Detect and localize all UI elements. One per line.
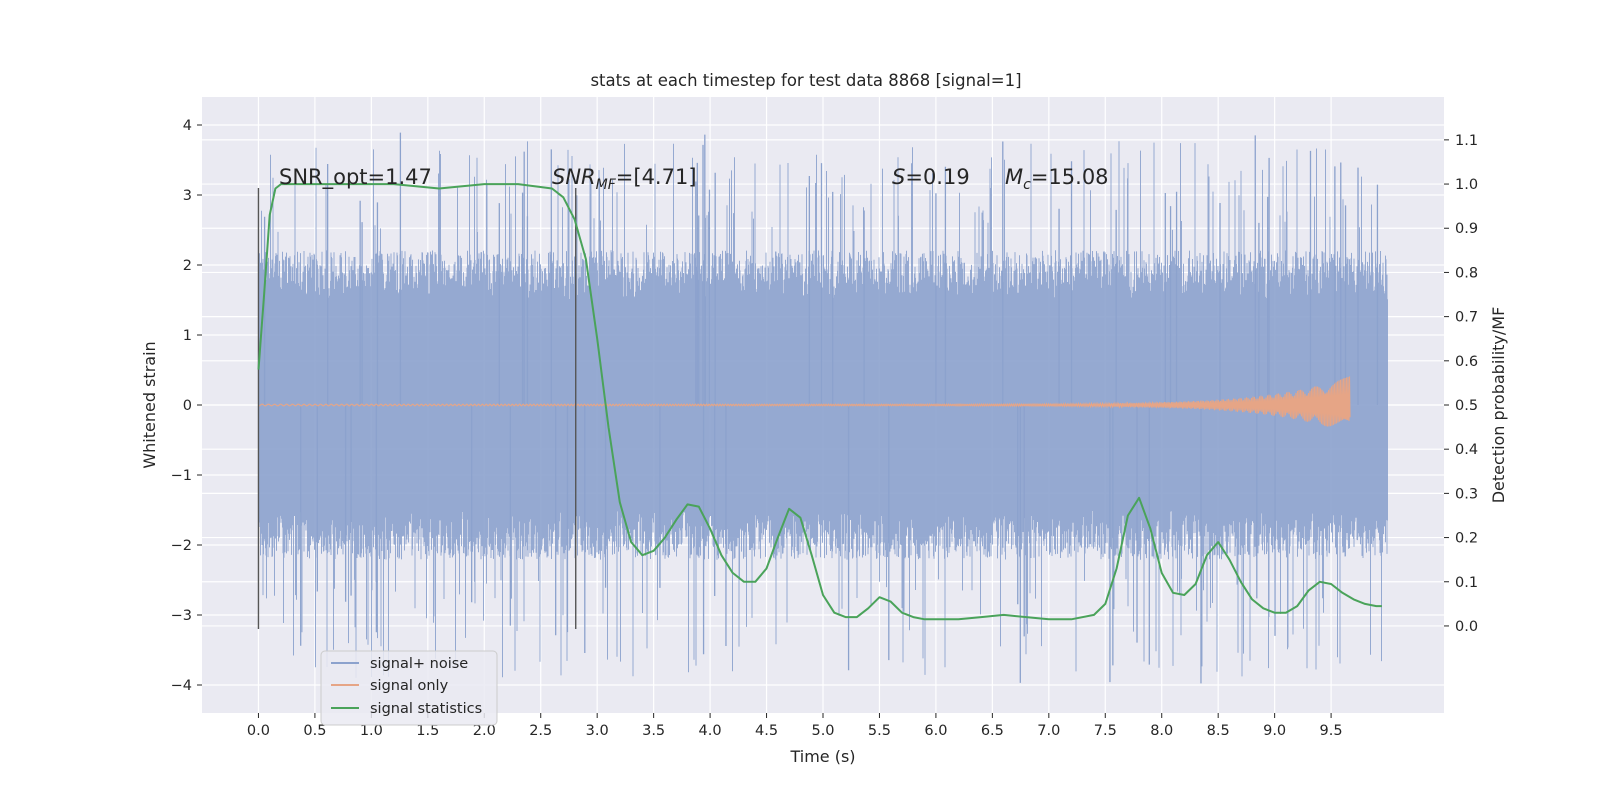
y2-tick-label: 1.0 (1455, 177, 1478, 193)
y-tick-label: −1 (171, 468, 192, 484)
legend-box (320, 650, 498, 726)
annotation-s-symbol: S (892, 165, 905, 189)
series-signal-only (258, 376, 1351, 427)
series-signal-statistics (257, 183, 1382, 621)
annotation-snr-opt: SNR_opt=1.47 (279, 165, 432, 190)
y-tick-label: −3 (171, 608, 192, 624)
x-tick-label: 1.5 (416, 723, 439, 739)
x-tick-label: 0.0 (247, 723, 270, 739)
signal-only-trace (258, 376, 1351, 427)
x-tick-label: 8.5 (1207, 723, 1230, 739)
annotation-mc-main: M (1005, 165, 1023, 189)
x-tick-label: 4.0 (699, 723, 722, 739)
y2-tick-label: 0.4 (1455, 442, 1478, 458)
x-tick-label: 2.5 (529, 723, 552, 739)
signal-statistics-line (257, 183, 1382, 621)
vertical-markers (257, 188, 577, 629)
x-axis-ticks: 0.0 0.5 1.0 1.5 2.0 2.5 3.0 3.5 4.0 4.5 5.0 5.5 6.0 6… (247, 713, 1343, 739)
y2-tick-label: 0.5 (1455, 398, 1478, 414)
x-tick-label: 9.5 (1320, 723, 1343, 739)
x-tick-label: 6.5 (981, 723, 1004, 739)
y2-tick-label: 0.7 (1455, 310, 1478, 326)
annotation-s-value: =0.19 (905, 165, 969, 189)
x-tick-label: 8.0 (1150, 723, 1173, 739)
y2-tick-label: 0.9 (1455, 221, 1478, 237)
x-tick-label: 3.0 (586, 723, 609, 739)
legend-label-signal-only: signal only (370, 678, 449, 694)
y-axis-label: Whitened strain (140, 341, 159, 468)
x-tick-label: 1.0 (360, 723, 383, 739)
annotation-snr-mf-main: SNR (552, 165, 596, 189)
y2-tick-label: 1.1 (1455, 133, 1478, 149)
x-axis-label: Time (s) (789, 747, 855, 766)
legend-label-signal-plus-noise: signal+ noise (370, 656, 468, 672)
y2-tick-label: 0.3 (1455, 486, 1478, 502)
annotation-mc-value: =15.08 (1031, 165, 1109, 189)
annotation-snr-mf-value: =[4.71] (616, 165, 697, 189)
x-tick-label: 7.5 (1094, 723, 1117, 739)
y2-tick-label: 0.2 (1455, 531, 1478, 547)
y2-tick-label: 0.0 (1455, 619, 1478, 635)
x-tick-label: 4.5 (755, 723, 778, 739)
y2-tick-label: 0.8 (1455, 265, 1478, 281)
y-tick-label: 0 (183, 398, 192, 414)
x-tick-label: 3.5 (642, 723, 665, 739)
y-axis-ticks: 4 3 2 1 0 −1 −2 −3 −4 (171, 118, 202, 694)
annotation-snr-mf-sub: MF (596, 177, 617, 193)
y-tick-label: −4 (171, 678, 192, 694)
y-tick-label: 4 (183, 118, 192, 134)
chart-title: stats at each timestep for test data 886… (590, 71, 1021, 90)
x-tick-label: 7.0 (1037, 723, 1060, 739)
x-tick-label: 5.5 (868, 723, 891, 739)
x-tick-label: 0.5 (303, 723, 326, 739)
x-tick-label: 2.0 (473, 723, 496, 739)
annotation-snr-mf: SNRMF=[4.71] (552, 165, 697, 193)
y-tick-label: 2 (183, 258, 192, 274)
annotation-mc: Mc=15.08 (1005, 165, 1109, 193)
y-tick-label: 1 (183, 328, 192, 344)
y2-tick-label: 0.6 (1455, 354, 1478, 370)
x-tick-label: 6.0 (924, 723, 947, 739)
y-tick-label: 3 (183, 188, 192, 204)
legend: signal+ noise signal only signal statist… (320, 650, 498, 726)
y2-axis-ticks: 1.1 1.0 0.9 0.8 0.7 0.6 0.5 0.4 0.3 0.2 0.1 0.0 (1444, 133, 1478, 635)
annotation-mc-sub: c (1023, 177, 1031, 193)
x-tick-label: 5.0 (811, 723, 834, 739)
legend-label-signal-statistics: signal statistics (370, 701, 482, 717)
series-signal-plus-noise (258, 132, 1388, 684)
y2-axis-label: Detection probability/MF (1489, 307, 1508, 504)
annotation-s: S=0.19 (892, 165, 970, 189)
y2-tick-label: 0.1 (1455, 575, 1478, 591)
x-tick-label: 9.0 (1263, 723, 1286, 739)
y-tick-label: −2 (171, 538, 192, 554)
